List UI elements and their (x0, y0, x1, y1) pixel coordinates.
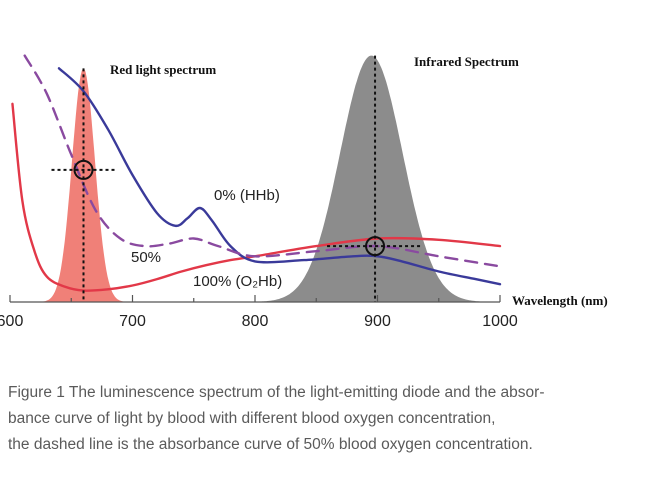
caption-line-2: bance curve of light by blood with diffe… (8, 410, 496, 427)
band-infrared (246, 55, 496, 302)
series-line-hhb (57, 67, 502, 286)
series-label-o2hb: 100% (O₂Hb) (193, 273, 282, 290)
caption-line-3: the dashed line is the absorbance curve … (8, 436, 533, 453)
crosshair-markers (51, 55, 424, 302)
x-tick-label-900: 900 (364, 313, 391, 330)
infrared-spectrum-label: Infrared Spectrum (414, 54, 519, 69)
x-tick-label-1000: 1000 (482, 313, 518, 330)
x-tick-label-600: 600 (0, 313, 23, 330)
series-line-o2hb (11, 102, 502, 292)
emission-bands (37, 55, 496, 302)
series-label-hhb: 0% (HHb) (214, 187, 280, 204)
x-axis: 600 700 800 900 1000 (0, 295, 518, 330)
crosshair-marker-1 (51, 68, 116, 302)
figure-caption: Figure 1 The luminescence spectrum of th… (8, 380, 648, 458)
red-spectrum-label: Red light spectrum (110, 62, 216, 77)
x-axis-title: Wavelength (nm) (512, 293, 608, 308)
crosshair-marker-2 (327, 55, 424, 302)
caption-line-1: Figure 1 The luminescence spectrum of th… (8, 384, 545, 401)
x-tick-label-800: 800 (242, 313, 269, 330)
series-label-50: 50% (131, 249, 161, 266)
absorbance-chart: 600 700 800 900 1000 Red light spectrum Infr… (0, 54, 608, 330)
x-tick-label-700: 700 (119, 313, 146, 330)
